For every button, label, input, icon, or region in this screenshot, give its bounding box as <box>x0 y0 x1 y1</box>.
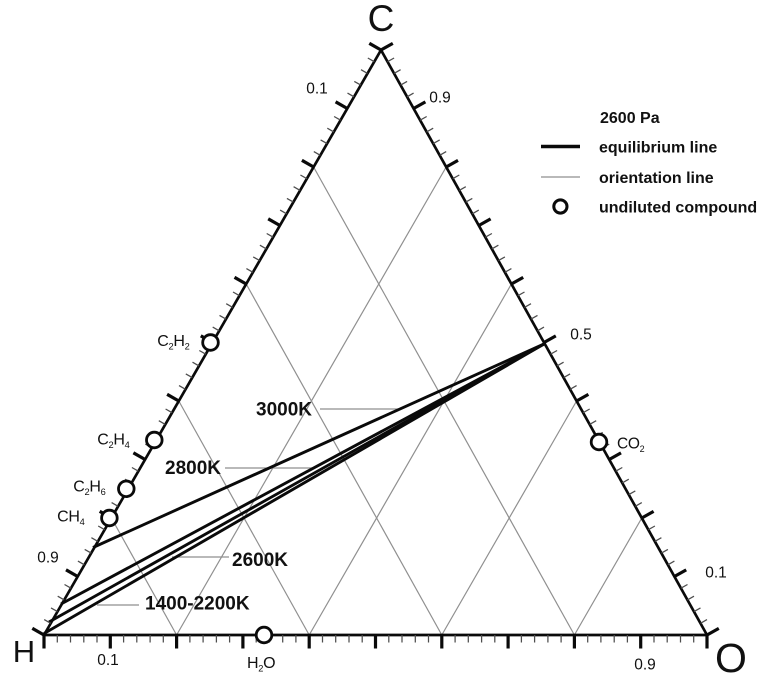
svg-text:undiluted compound: undiluted compound <box>599 200 757 217</box>
svg-text:0.1: 0.1 <box>306 81 328 98</box>
svg-text:0.1: 0.1 <box>705 565 727 582</box>
svg-text:H: H <box>13 634 35 669</box>
svg-text:2600K: 2600K <box>232 550 288 571</box>
svg-text:C: C <box>368 0 395 39</box>
svg-text:H2​O: H2​O <box>247 655 275 674</box>
svg-text:3000K: 3000K <box>256 400 312 421</box>
svg-text:0.9: 0.9 <box>429 90 451 107</box>
svg-text:1400-2200K: 1400-2200K <box>145 594 250 615</box>
svg-text:2800K: 2800K <box>165 458 221 479</box>
svg-text:O: O <box>715 635 747 677</box>
svg-text:0.1: 0.1 <box>97 652 119 669</box>
svg-text:0.9: 0.9 <box>634 657 656 674</box>
svg-text:equilibrium line: equilibrium line <box>599 140 717 157</box>
svg-text:orientation line: orientation line <box>599 170 714 187</box>
svg-text:0.9: 0.9 <box>37 550 59 567</box>
svg-text:0.5: 0.5 <box>570 327 592 344</box>
svg-text:2600 Pa: 2600 Pa <box>600 110 660 127</box>
